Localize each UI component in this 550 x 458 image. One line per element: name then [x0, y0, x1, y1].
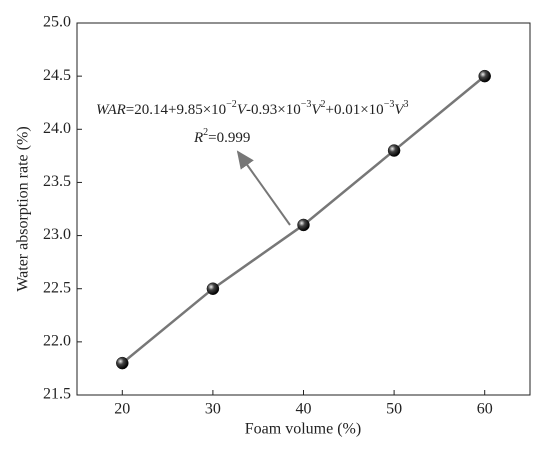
- y-axis-label: Water absorption rate (%): [15, 126, 32, 291]
- plot-frame: [76, 22, 531, 396]
- data-point: [206, 282, 220, 295]
- x-tick-label: 40: [296, 401, 312, 418]
- r-squared: R2=0.999: [193, 127, 250, 146]
- x-tick-label: 60: [477, 401, 493, 418]
- x-tick-label: 50: [386, 401, 402, 418]
- annotation-arrow: [236, 150, 291, 226]
- x-tick-label: 20: [114, 401, 130, 418]
- y-tick-label: 25.0: [43, 14, 71, 31]
- y-tick-label: 24.0: [43, 120, 71, 137]
- data-point: [478, 69, 491, 83]
- data-point: [387, 144, 401, 157]
- equation: WAR=20.14+9.85×10−2V-0.93×10−3V2+0.01×10…: [96, 99, 409, 118]
- y-tick-label: 22.5: [43, 279, 71, 296]
- data-point: [297, 218, 310, 232]
- x-axis-label: Foam volume (%): [245, 421, 361, 438]
- y-tick-label: 24.5: [43, 67, 71, 84]
- data-point: [116, 356, 129, 370]
- x-tick-label: 30: [205, 401, 221, 418]
- y-tick-label: 21.5: [43, 386, 71, 403]
- y-tick-label: 23.0: [43, 226, 71, 243]
- y-tick-label: 23.5: [43, 173, 71, 190]
- y-tick-label: 22.0: [43, 333, 71, 350]
